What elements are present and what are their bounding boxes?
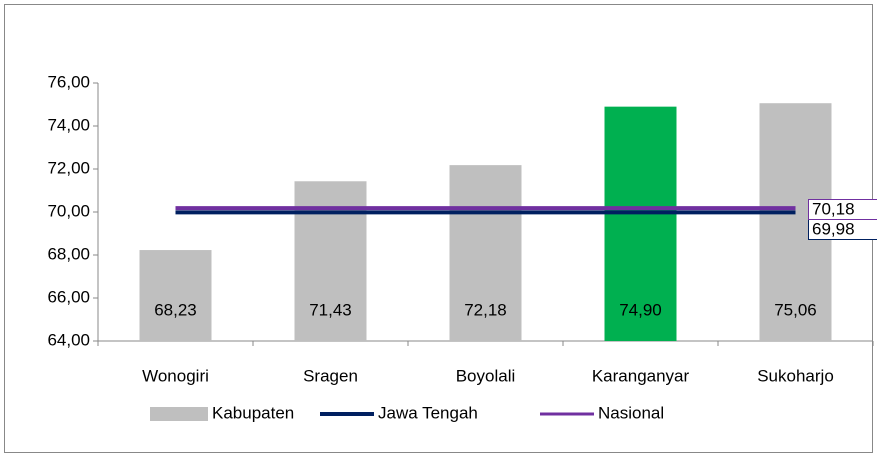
bar-value-label: 74,90: [619, 300, 662, 319]
bar: [139, 250, 212, 341]
legend-label: Kabupaten: [212, 403, 294, 422]
bar-value-label: 72,18: [464, 300, 507, 319]
bar-value-label: 68,23: [154, 300, 197, 319]
bar-value-label: 75,06: [774, 300, 817, 319]
x-tick-label: Sragen: [303, 366, 358, 385]
line-value-label: 70,18: [812, 199, 855, 218]
y-tick-label: 76,00: [47, 72, 90, 91]
bar-value-label: 71,43: [309, 300, 352, 319]
bar: [604, 106, 677, 342]
chart-border: [4, 4, 873, 453]
bar: [449, 165, 522, 341]
y-tick-label: 70,00: [47, 201, 90, 220]
x-tick-label: Sukoharjo: [757, 366, 834, 385]
line-label-box: [808, 199, 877, 220]
x-tick-label: Wonogiri: [142, 366, 209, 385]
y-tick-label: 66,00: [47, 287, 90, 306]
y-tick-label: 68,00: [47, 244, 90, 263]
line-value-label: 69,98: [812, 219, 855, 238]
x-tick-label: Karanganyar: [592, 366, 690, 385]
legend-label: Jawa Tengah: [378, 403, 478, 422]
x-tick-label: Boyolali: [456, 366, 516, 385]
legend-swatch: [150, 407, 208, 421]
y-tick-label: 72,00: [47, 158, 90, 177]
y-tick-label: 64,00: [47, 330, 90, 349]
y-tick-label: 74,00: [47, 115, 90, 134]
legend-label: Nasional: [598, 403, 664, 422]
